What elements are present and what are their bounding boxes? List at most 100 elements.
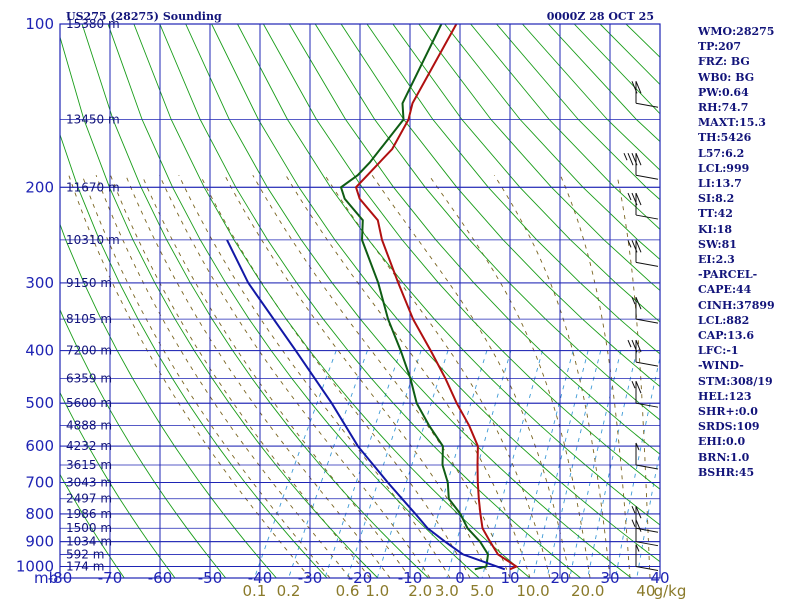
wind-barb [627,339,659,367]
dry-adiabat [107,24,480,578]
mixing-ratio-label: 5.0 [470,582,494,600]
dry-adiabat [288,24,660,455]
dry-adiabat [392,24,660,323]
moist-adiabat [252,174,511,578]
pressure-tick-label: 600 [25,437,54,455]
sounding-index: CINH:37899 [698,298,775,312]
moist-adiabat [224,174,491,578]
wind-barb-flag [635,296,642,310]
dry-adiabat [444,24,660,261]
wind-barb-tail [635,464,659,470]
wind-barb [627,240,659,267]
wind-barb [635,544,659,571]
sounding-index: BRN:1.0 [698,450,750,464]
moist-adiabat [95,175,351,578]
sounding-index: CAPE:44 [698,283,752,297]
temperature-tick-label: 40 [650,569,669,587]
height-label: 11670 m [66,180,120,194]
mixing-ratio-line [515,350,574,578]
pressure-tick-label: 1000 [16,558,54,576]
wind-barb-half-flag [631,380,636,389]
mixing-ratio-label: 3.0 [435,582,459,600]
wind-barb [631,296,659,324]
wind-barb-half-flag [635,544,640,552]
pressure-tick-label: 200 [25,178,54,196]
moist-adiabat [110,175,371,578]
wind-barb-tail [635,261,659,267]
mixing-ratio-line [376,350,449,578]
wind-barb-flag [631,153,638,166]
wind-barb-flag [635,153,642,166]
sounding-index: KI:18 [698,222,733,236]
mixing-ratio-line [253,350,337,578]
height-label: 592 m [66,547,104,561]
moist-adiabat [559,175,631,578]
wind-barb [623,153,659,180]
wind-barb-flag [635,192,642,206]
dry-adiabat [60,223,277,578]
sounding-index: WB0: BG [698,70,755,84]
dry-adiabat [263,24,660,490]
mixing-ratio-label: 0.2 [277,582,301,600]
sounding-index: STM:308/19 [698,374,773,388]
wind-barb [627,192,659,220]
sounding-index: LI:13.7 [698,177,742,191]
temperature-tick-label: -60 [148,569,173,587]
height-label: 7200 m [66,344,112,358]
wind-barb-tail [635,402,659,408]
dry-adiabat [60,133,328,578]
moist-adiabat [662,175,670,578]
wind-barb-half-flag [627,192,632,201]
wind-barb-half-flag [627,339,632,348]
wind-barb-tail [635,318,659,324]
mixing-ratio-line [347,350,422,578]
moist-adiabat [178,175,451,578]
sounding-index: BSHR:45 [698,465,755,479]
mixing-ratio-line [446,350,512,578]
wind-barb-flag [635,240,642,253]
pressure-tick-label: 300 [25,274,54,292]
height-label: 1500 m [66,521,112,535]
mixing-ratio-line [587,350,638,578]
temperature-tick-label: -30 [298,569,323,587]
dry-adiabat [133,24,531,578]
height-label: 5600 m [66,396,112,410]
dry-adiabat [81,24,429,578]
mixing-ratio-line [419,350,488,578]
temperature-tick-label: -80 [48,569,73,587]
dry-adiabat [159,24,581,578]
moist-adiabat [285,174,531,578]
wind-barb-half-flag [623,153,628,161]
temperature-tick-label: -40 [248,569,273,587]
dry-adiabat [60,35,379,578]
sounding-index: FRZ: BG [698,55,750,69]
sounding-index: -PARCEL- [698,268,758,282]
height-label: 9150 m [66,276,112,290]
moist-adiabat [199,174,471,578]
sounding-index: WMO:28275 [698,25,775,38]
pressure-tick-label: 400 [25,342,54,360]
sounding-index: EI:2.3 [698,253,735,267]
wind-barb-half-flag [635,442,640,451]
wind-barb [631,519,659,547]
sounding-index: TT:42 [698,207,733,221]
height-label: 3043 m [66,475,112,489]
sounding-index: CAP:13.6 [698,329,755,343]
moist-adiabat [159,175,431,578]
plot-frame [59,23,661,579]
moist-adiabat [125,175,391,578]
observation-time: 0000Z 28 OCT 25 [547,10,654,23]
dewpoint-profile [339,24,490,571]
mixing-ratio-unit-label: g/kg [654,582,687,600]
wind-barb-half-flag [627,240,632,248]
wind-barb-tail [635,214,659,220]
height-label: 4232 m [66,439,112,453]
sounding-index: HEL:123 [698,389,752,403]
temperature-tick-label: -50 [198,569,223,587]
mixing-ratio-line [636,448,660,578]
wind-barb-flag [631,339,638,353]
wind-barb [631,380,659,408]
pressure-unit-label: mb [34,569,58,587]
mixing-ratio-line [615,355,660,578]
wind-barb-flag [635,339,642,353]
